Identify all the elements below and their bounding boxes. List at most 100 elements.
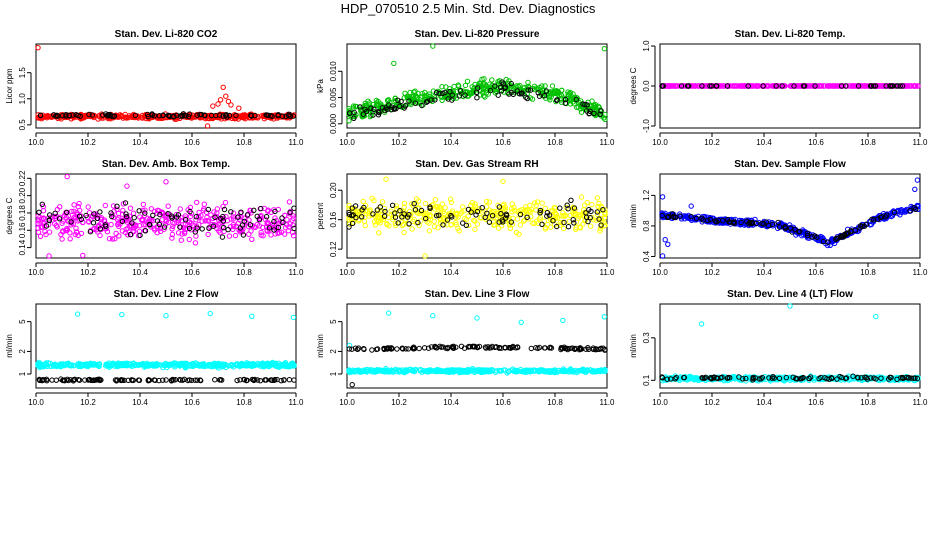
y-axis-label: ml/min bbox=[5, 334, 14, 358]
x-tick-label: 10.6 bbox=[808, 398, 824, 407]
y-axis-label: kPa bbox=[316, 79, 325, 93]
y-tick-label: 5 bbox=[18, 319, 27, 324]
data-point bbox=[541, 93, 548, 99]
data-point bbox=[369, 347, 375, 353]
data-point bbox=[347, 110, 353, 116]
x-tick-label: 10.8 bbox=[547, 138, 563, 147]
data-point bbox=[547, 90, 553, 97]
x-tick-label: 11.0 bbox=[913, 138, 929, 147]
data-point bbox=[96, 112, 103, 119]
data-point bbox=[116, 233, 122, 239]
panel-title: Stan. Dev. Li-820 CO2 bbox=[115, 29, 218, 40]
x-tick-label: 10.8 bbox=[860, 268, 876, 277]
data-point bbox=[662, 237, 668, 243]
data-point bbox=[601, 314, 608, 320]
data-point bbox=[379, 199, 386, 205]
data-point bbox=[598, 108, 604, 114]
data-point bbox=[492, 83, 498, 89]
data-point bbox=[419, 93, 425, 100]
data-point bbox=[549, 83, 556, 89]
data-point bbox=[566, 90, 573, 97]
data-point bbox=[500, 81, 507, 87]
data-point bbox=[124, 183, 130, 189]
y-axis: 125 bbox=[329, 319, 343, 376]
data-point bbox=[120, 115, 126, 121]
x-tick-label: 10.0 bbox=[652, 268, 668, 277]
x-tick-label: 10.4 bbox=[756, 398, 772, 407]
y-tick-label: 0.18 bbox=[18, 205, 27, 221]
plot-frame bbox=[346, 43, 608, 129]
data-point bbox=[198, 111, 205, 118]
x-tick-label: 10.6 bbox=[184, 138, 200, 147]
data-point bbox=[407, 89, 413, 96]
data-point bbox=[394, 346, 400, 352]
y-tick-label: 0.000 bbox=[329, 113, 338, 134]
data-point bbox=[543, 88, 550, 94]
x-tick-label: 10.4 bbox=[443, 398, 459, 407]
data-point bbox=[85, 204, 91, 210]
data-point bbox=[556, 92, 562, 99]
x-tick-label: 10.4 bbox=[132, 398, 148, 407]
data-point bbox=[561, 225, 567, 232]
x-axis: 10.0 10.2 10.4 10.6 10.8 11.0 bbox=[339, 262, 615, 277]
data-point bbox=[89, 112, 96, 118]
data-point bbox=[166, 113, 172, 119]
data-point bbox=[506, 81, 512, 87]
data-point bbox=[219, 234, 226, 240]
x-axis: 10.0 10.2 10.4 10.6 10.8 11.0 bbox=[652, 392, 928, 407]
y-axis: 0.51.01.5 bbox=[18, 67, 32, 131]
data-point bbox=[474, 95, 480, 101]
data-point bbox=[286, 377, 293, 383]
data-point bbox=[572, 95, 578, 102]
data-point bbox=[483, 198, 490, 205]
data-point bbox=[449, 92, 455, 98]
data-point bbox=[97, 209, 103, 215]
y-axis-label: ml/min bbox=[316, 334, 325, 358]
data-point bbox=[395, 97, 401, 104]
data-point bbox=[217, 97, 224, 103]
data-points bbox=[35, 45, 297, 129]
data-point bbox=[431, 218, 437, 225]
data-point bbox=[212, 377, 218, 383]
data-point bbox=[508, 80, 514, 87]
data-point bbox=[163, 179, 169, 185]
data-point bbox=[442, 205, 448, 211]
x-tick-label: 10.0 bbox=[652, 138, 668, 147]
data-point bbox=[436, 90, 442, 97]
data-point bbox=[503, 76, 509, 83]
data-point bbox=[514, 216, 521, 222]
data-point bbox=[248, 113, 255, 119]
data-point bbox=[601, 46, 608, 52]
data-point bbox=[525, 87, 531, 93]
y-tick-label: 0.5 bbox=[18, 119, 27, 131]
x-tick-label: 10.8 bbox=[236, 268, 252, 277]
data-point bbox=[225, 98, 232, 105]
data-point bbox=[584, 199, 590, 206]
x-tick-label: 10.8 bbox=[547, 268, 563, 277]
data-point bbox=[474, 315, 480, 321]
data-point bbox=[659, 194, 666, 200]
y-tick-label: 1.2 bbox=[642, 189, 651, 201]
data-point bbox=[109, 113, 115, 120]
data-point bbox=[246, 217, 252, 223]
panel-title: Stan. Dev. Sample Flow bbox=[734, 159, 846, 170]
data-point bbox=[130, 210, 137, 216]
data-point bbox=[201, 201, 208, 207]
data-point bbox=[114, 114, 121, 120]
x-tick-label: 10.2 bbox=[704, 398, 720, 407]
data-point bbox=[398, 98, 404, 105]
panel-title: Stan. Dev. Line 3 Flow bbox=[425, 289, 530, 300]
data-point bbox=[163, 313, 169, 319]
y-axis-label: percent bbox=[316, 202, 325, 229]
data-point bbox=[433, 89, 440, 96]
data-point bbox=[487, 81, 493, 87]
y-tick-label: 0.20 bbox=[329, 182, 338, 198]
data-point bbox=[698, 321, 705, 327]
data-point bbox=[368, 105, 374, 111]
data-point bbox=[524, 95, 530, 102]
x-tick-label: 10.4 bbox=[756, 268, 772, 277]
data-point bbox=[193, 233, 199, 239]
